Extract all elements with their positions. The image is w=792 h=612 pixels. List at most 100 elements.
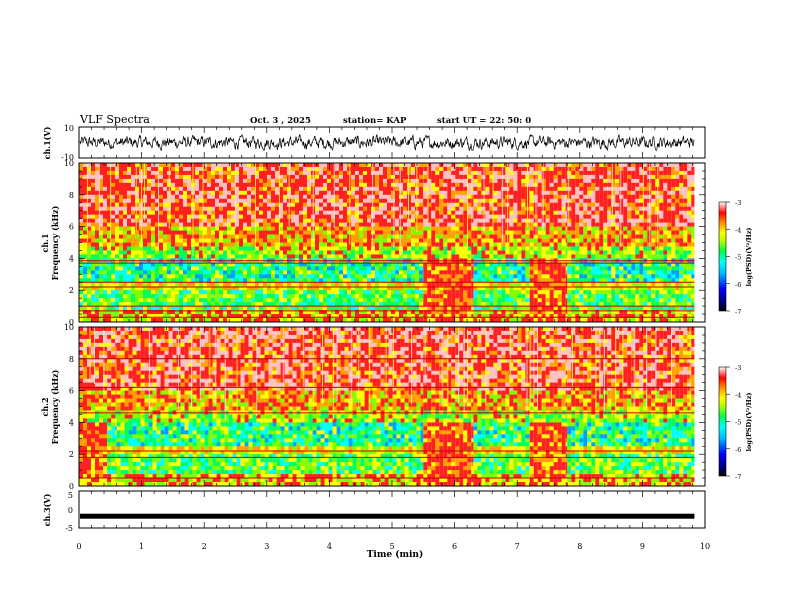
spectrogram-cell [259,278,263,283]
spectrogram-cell [127,170,131,176]
spectrogram-cell [107,246,111,251]
spectrogram-cell [107,222,111,227]
spectrogram-cell [95,186,99,192]
spectrogram-cell [243,163,247,168]
spectrogram-cell [533,270,538,275]
spectrogram-cell [263,218,267,223]
spectrogram-cell [255,314,259,319]
spectrogram-cell [99,163,103,168]
spectrogram-cell [215,206,219,211]
spectrogram-cell [513,174,518,180]
spectrogram-cell [509,282,514,287]
spectrogram-cell [171,278,175,283]
spectrogram-cell [459,190,464,196]
spectrogram-cell [351,310,355,315]
spectrogram-cell [279,234,283,239]
spectrogram-cell [411,182,415,188]
spectrogram-cell [235,202,239,208]
spectrogram-cell [111,174,115,180]
spectrogram-cell [477,178,482,184]
spectrogram-cell [91,282,95,287]
spectrogram-cell [455,286,460,291]
spectrogram-cell [123,178,127,184]
spectrogram-cell [231,230,235,235]
spectrogram-cell [143,278,147,283]
spectrogram-cell [459,306,464,311]
spectrogram-cell [351,163,355,168]
spectrogram-cell [379,298,383,303]
spectrogram-cell [339,278,343,283]
spectrogram-cell [219,186,223,192]
spectrogram-cell [115,270,119,275]
spectrogram-cell [275,270,279,275]
spectrogram-cell [307,270,311,275]
spectrogram-cell [167,306,171,311]
spectrogram-cell [537,234,542,239]
spectrogram-cell [419,242,423,247]
spectrogram-cell [319,222,323,227]
spectrogram-cell [219,254,223,259]
spectrogram-cell [359,250,363,255]
spectrogram-cell [79,163,83,168]
spectrogram-cell [467,254,472,259]
spectrogram-cell [473,286,478,291]
spectrogram-cell [247,198,251,204]
spectrogram-cell [395,166,399,172]
spectrogram-cell [443,194,448,200]
spectrogram-cell [561,286,566,291]
spectrogram-cell [379,246,383,251]
spectrogram-cell [159,242,163,247]
spectrogram-cell [403,290,407,295]
spectrogram-cell [423,234,428,239]
spectrogram-cell [459,298,464,303]
spectrogram-cell [455,166,460,172]
spectrogram-cell [435,234,440,239]
spectrogram-cell [517,266,522,271]
spectrogram-cell [279,214,283,219]
spectrogram-cell [517,170,522,176]
spectrogram-cell [493,314,498,319]
spectrogram-cell [403,163,407,168]
spectrogram-cell [135,182,139,188]
spectrogram-cell [83,202,87,208]
spectrogram-cell [103,194,107,200]
spectrogram-cell [267,270,271,275]
spectrogram-cell [473,234,478,239]
spectrogram-cell [227,190,231,196]
spectrogram-cell [335,314,339,319]
spectrogram-cell [143,286,147,291]
spectrogram-cell [529,290,534,295]
spectrogram-cell [463,306,468,311]
spectrogram-cell [367,298,371,303]
spectrogram-cell [443,242,448,247]
spectrogram-cell [127,270,131,275]
spectrogram-cell [287,246,291,251]
spectrogram-cell [537,190,542,196]
spectrogram-cell [155,286,159,291]
spectrogram-cell [561,250,566,255]
spectrogram-cell [331,174,335,180]
spectrogram-cell [537,214,542,219]
spectrogram-cell [159,186,163,192]
spectrogram-cell [451,306,456,311]
spectrogram-cell [427,198,432,204]
spectrogram-cell [227,306,231,311]
spectrogram-cell [331,286,335,291]
spectrogram-cell [183,214,187,219]
spectrogram-cell [427,230,432,235]
spectrogram-cell [399,190,403,196]
spectrogram-cell [259,242,263,247]
spectrogram-cell [451,214,456,219]
spectrogram-cell [111,186,115,192]
spectrogram-cell [391,226,395,231]
spectrogram-cell [239,186,243,192]
spectrogram-cell [259,202,263,208]
spectrogram-cell [203,182,207,188]
spectrogram-cell [255,190,259,196]
spectrogram-cell [99,298,103,303]
spectrogram-cell [395,286,399,291]
spectrogram-cell [247,298,251,303]
spectrogram-cell [303,222,307,227]
spectrogram-cell [151,274,155,279]
ch1-spectrogram-panel: ch.1 Frequency (kHz) [40,162,706,323]
